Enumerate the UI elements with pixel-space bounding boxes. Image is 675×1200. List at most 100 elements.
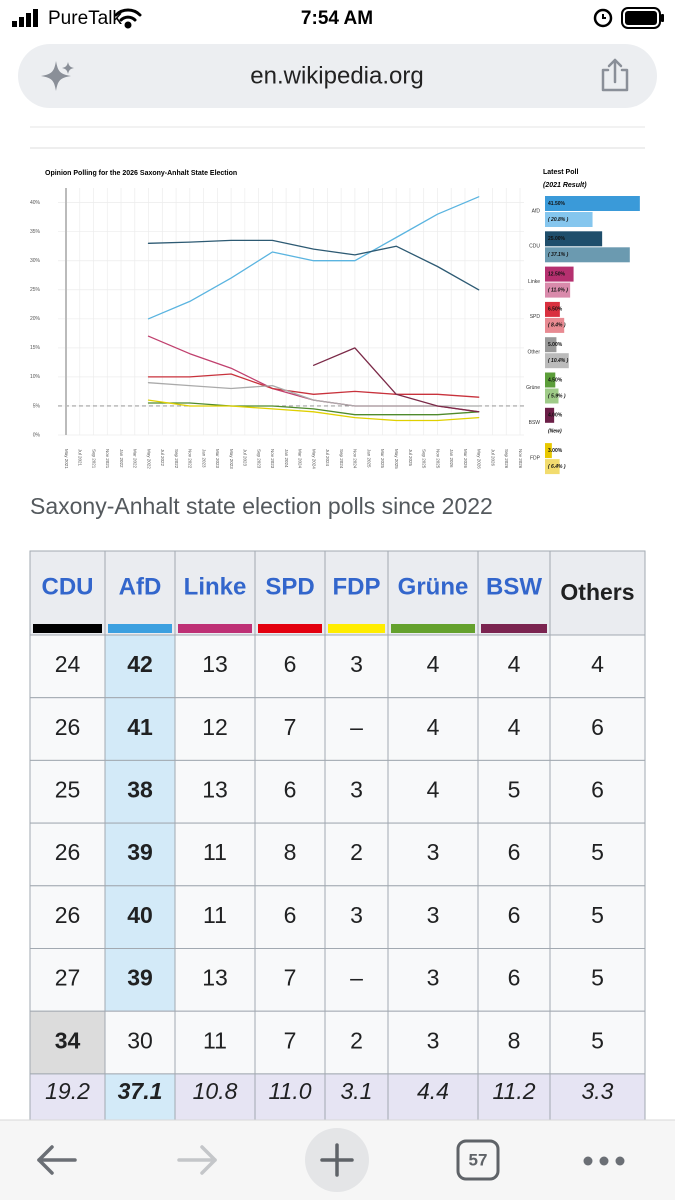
bar-label: 5.00% xyxy=(548,342,563,348)
party-header: BSW xyxy=(486,573,542,600)
bar-label: ( 37.1% ) xyxy=(548,252,569,258)
cell-value: 3 xyxy=(427,902,440,928)
bar-category: CDU xyxy=(529,244,540,250)
x-tick-label: Jul 2026 xyxy=(490,449,495,467)
cell-value: 42 xyxy=(127,651,153,677)
table-cell xyxy=(477,634,551,699)
cell-value: 4 xyxy=(591,651,604,677)
cell-value: 6 xyxy=(591,714,604,740)
bar-category: Grüne xyxy=(526,385,540,391)
cell-value: 13 xyxy=(202,776,228,802)
party-header: CDU xyxy=(42,573,94,600)
share-button[interactable] xyxy=(601,58,629,92)
cell-value: 6 xyxy=(284,776,297,802)
header-cell xyxy=(477,550,551,636)
cell-value: 7 xyxy=(284,714,297,740)
table-cell xyxy=(29,1010,106,1075)
cell-value: 8 xyxy=(508,1027,521,1053)
address-bar[interactable] xyxy=(18,44,657,108)
x-tick-label: May 2022 xyxy=(146,449,151,469)
y-tick-label: 30% xyxy=(30,258,41,264)
cell-value: 3 xyxy=(427,965,440,991)
party-color xyxy=(481,624,547,633)
x-tick-label: Nov 2024 xyxy=(353,449,358,469)
party-header: SPD xyxy=(265,573,314,600)
cell-value: 11.0 xyxy=(268,1078,311,1104)
y-tick-label: 10% xyxy=(30,374,41,380)
x-tick-label: Jul 2024 xyxy=(325,449,330,467)
tabs-button[interactable] xyxy=(456,1139,500,1181)
url[interactable]: en.wikipedia.org xyxy=(250,62,423,89)
menu-button[interactable] xyxy=(583,1156,625,1166)
y-tick-label: 35% xyxy=(30,229,41,235)
carrier: PureTalk xyxy=(48,8,122,29)
series-line xyxy=(147,373,480,398)
bar-category: Linke xyxy=(528,279,540,285)
table-cell xyxy=(174,948,256,1012)
cell-value: 2 xyxy=(350,1027,363,1053)
alarm-icon xyxy=(593,8,613,28)
back-button[interactable] xyxy=(37,1145,77,1175)
x-tick-label: Sep 2021 xyxy=(91,449,96,469)
x-tick-label: May 2024 xyxy=(311,449,316,469)
series-line xyxy=(147,402,480,416)
x-tick-label: Jul 2021 xyxy=(78,449,83,467)
bar-label: 4.50% xyxy=(548,377,563,383)
cell-value: 39 xyxy=(127,839,153,865)
bar xyxy=(545,317,565,333)
table-cell xyxy=(549,634,646,699)
table-cell xyxy=(549,822,646,887)
header-cell xyxy=(549,550,646,636)
figure-caption: Saxony-Anhalt state election polls since… xyxy=(30,493,493,519)
clock: 7:54 AM xyxy=(301,8,373,29)
table-cell xyxy=(477,822,551,887)
x-tick-label: May 2025 xyxy=(394,449,399,469)
battery-level xyxy=(625,11,657,25)
bar-category: SPD xyxy=(530,314,541,320)
y-tick-label: 0% xyxy=(33,432,41,438)
x-tick-label: Jul 2022 xyxy=(160,449,165,467)
x-tick-label: Sep 2024 xyxy=(339,449,344,469)
table-cell xyxy=(324,1073,389,1123)
bar xyxy=(545,266,574,282)
x-tick-label: Mar 2024 xyxy=(298,449,303,469)
table-cell xyxy=(254,634,326,699)
ai-button[interactable] xyxy=(41,61,74,91)
cell-value: 4.4 xyxy=(417,1078,449,1104)
toolbar: 57 xyxy=(0,1119,675,1200)
bar xyxy=(545,459,560,475)
header-cell xyxy=(104,550,176,636)
bar xyxy=(545,196,640,211)
bar-label: 41.50% xyxy=(548,201,566,207)
bar xyxy=(545,353,569,369)
bar-category: Other xyxy=(527,350,540,356)
cell-value: 6 xyxy=(508,839,521,865)
cell-value: 13 xyxy=(202,651,228,677)
bar-label: ( 20.8% ) xyxy=(548,217,569,223)
cell-value: 10.8 xyxy=(193,1078,238,1104)
party-header: Grüne xyxy=(398,573,469,600)
table-cell xyxy=(174,885,256,949)
x-tick-label: Mar 2022 xyxy=(133,449,138,469)
cell-value: 5 xyxy=(508,776,521,802)
series-line xyxy=(312,347,480,413)
bar xyxy=(545,301,560,317)
cell-value: 19.2 xyxy=(45,1078,90,1104)
table-cell xyxy=(104,885,176,949)
forward-button[interactable] xyxy=(177,1145,217,1175)
cell-value: 11 xyxy=(203,839,227,865)
x-tick-label: Jan 2026 xyxy=(449,449,454,468)
status-bar: PureTalk 7:54 AM xyxy=(12,7,664,29)
table-cell xyxy=(29,634,106,699)
header-cell xyxy=(254,550,326,636)
party-header: AfD xyxy=(119,573,162,600)
plot-area xyxy=(58,185,528,439)
x-tick-label: Sep 2023 xyxy=(256,449,261,469)
y-tick-label: 5% xyxy=(33,403,41,409)
header-cell xyxy=(174,550,256,636)
cell-value: 4 xyxy=(427,776,440,802)
table-cell xyxy=(324,1010,389,1075)
cell-value: – xyxy=(350,714,363,740)
x-tick-label: Mar 2023 xyxy=(215,449,220,469)
